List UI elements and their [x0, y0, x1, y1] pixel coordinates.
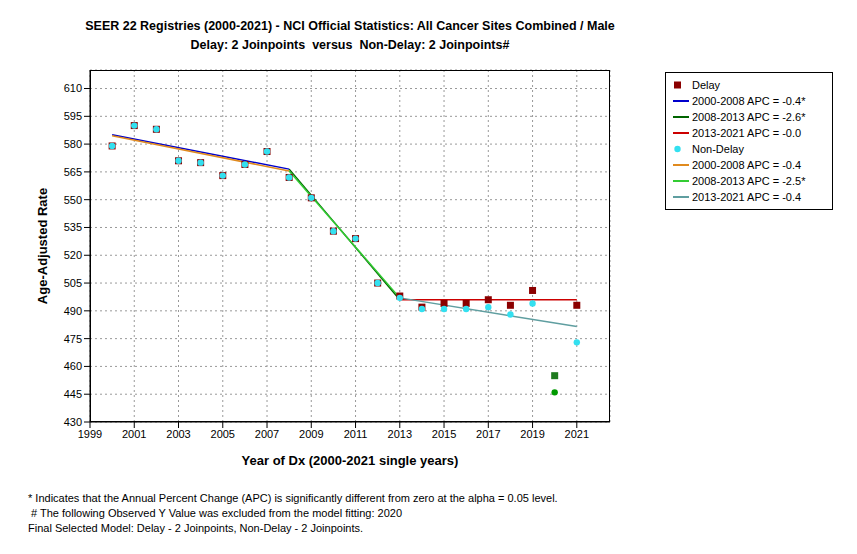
svg-text:2001: 2001 [122, 428, 146, 440]
svg-text:430: 430 [64, 416, 82, 428]
svg-text:475: 475 [64, 333, 82, 345]
svg-text:2005: 2005 [211, 428, 235, 440]
svg-text:2015: 2015 [432, 428, 456, 440]
svg-text:565: 565 [64, 166, 82, 178]
html-text:Delay: 2 Joinpoints versus Non: Delay: 2 Joinpoints versus Non-Delay: 2 … [190, 38, 510, 52]
html-text:SEER 22 Registries (2000-2021): SEER 22 Registries (2000-2021) - NCI Off… [85, 19, 615, 33]
svg-text:2003: 2003 [166, 428, 190, 440]
svg-text:610: 610 [64, 82, 82, 94]
svg-text:2011: 2011 [344, 428, 368, 440]
svg-text:595: 595 [64, 110, 82, 122]
svg-text:550: 550 [64, 194, 82, 206]
svg-text:520: 520 [64, 249, 82, 261]
svg-text:580: 580 [64, 138, 82, 150]
html-text:Year of Dx (2000-2021 single y: Year of Dx (2000-2021 single years) [241, 453, 459, 468]
svg-text:505: 505 [64, 277, 82, 289]
svg-text:2009: 2009 [299, 428, 323, 440]
svg-text:490: 490 [64, 305, 82, 317]
html-text:Age-Adjusted Rate: Age-Adjusted Rate [34, 187, 50, 305]
svg-text:2019: 2019 [520, 428, 544, 440]
html-text:Non-Delay: Non-Delay [692, 143, 744, 155]
svg-text:2017: 2017 [476, 428, 500, 440]
html-text:2013-2021 APC = -0.4: 2013-2021 APC = -0.4 [692, 191, 802, 203]
html-text:2000-2008 APC = -0.4: 2000-2008 APC = -0.4 [692, 159, 802, 171]
html-text:Final Selected Model: Delay -: Final Selected Model: Delay - 2 Joinpoin… [28, 522, 364, 534]
html-text:* Indicates that the Annual Pe: * Indicates that the Annual Percent Chan… [28, 492, 558, 504]
html-text:2008-2013 APC = -2.6*: 2008-2013 APC = -2.6* [692, 111, 806, 123]
svg-text:2007: 2007 [255, 428, 279, 440]
svg-text:535: 535 [64, 221, 82, 233]
svg-text:445: 445 [64, 388, 82, 400]
html-text:2013-2021 APC = -0.0: 2013-2021 APC = -0.0 [692, 127, 802, 139]
html-text:2008-2013 APC = -2.5*: 2008-2013 APC = -2.5* [692, 175, 806, 187]
svg-text:2013: 2013 [388, 428, 412, 440]
html-text:Delay: Delay [692, 79, 721, 91]
html-text:# The following Observed Y Val: # The following Observed Y Value was exc… [28, 507, 402, 519]
html-text:2000-2008 APC = -0.4*: 2000-2008 APC = -0.4* [692, 95, 806, 107]
svg-text:2021: 2021 [565, 428, 589, 440]
svg-text:460: 460 [64, 360, 82, 372]
svg-text:1999: 1999 [78, 428, 102, 440]
